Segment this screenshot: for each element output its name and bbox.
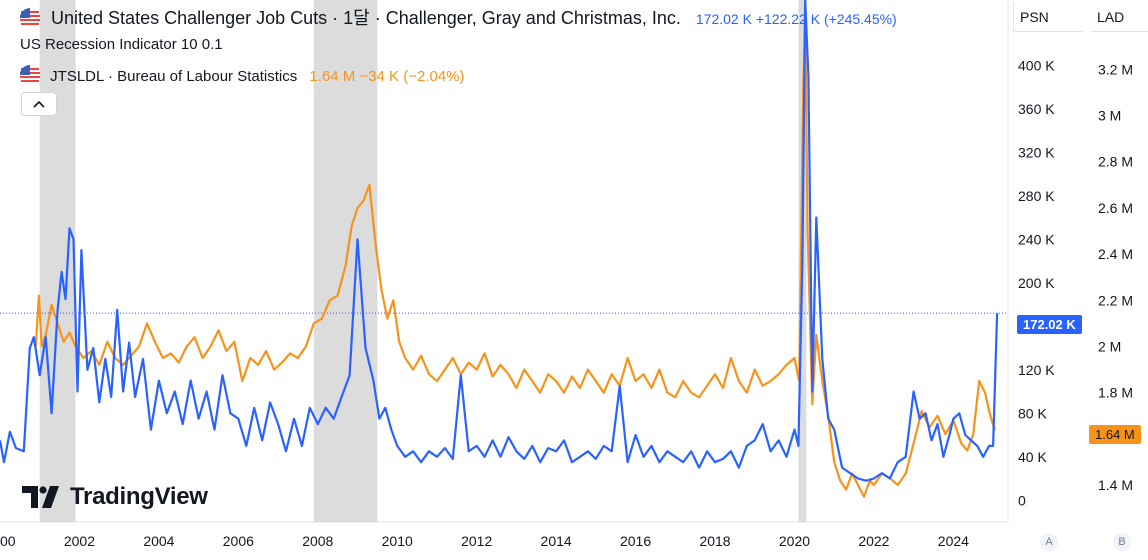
lad-tick-label: 2.6 M xyxy=(1098,200,1133,216)
jolts-layoffs-line xyxy=(34,10,997,498)
scale-a-button[interactable]: A xyxy=(1040,533,1058,551)
legend-jolts-value: 1.64 M xyxy=(309,68,356,85)
legend-challenger-value: 172.02 K xyxy=(695,11,752,27)
legend-recession-title: US Recession Indicator 10 0.1 xyxy=(20,36,223,53)
x-tick-label: 2008 xyxy=(302,533,333,549)
chevron-up-icon xyxy=(33,100,45,108)
x-tick-label: 2016 xyxy=(620,533,651,549)
x-tick-label: 2002 xyxy=(64,533,95,549)
legend-challenger-change: +122.22 K (+245.45%) xyxy=(755,11,897,27)
lad-tick-label: 2.8 M xyxy=(1098,154,1133,170)
challenger-job-cuts-line xyxy=(0,0,999,482)
price-scale-panel xyxy=(1008,0,1148,560)
legend-jolts[interactable]: JTSLDL · Bureau of Labour Statistics 1.6… xyxy=(20,65,465,85)
x-tick-label: 2012 xyxy=(461,533,492,549)
psn-tick-label: 320 K xyxy=(1018,144,1055,160)
psn-tick-label: 40 K xyxy=(1018,449,1047,465)
x-tick-label: 2010 xyxy=(382,533,413,549)
lad-tick-label: 1.8 M xyxy=(1098,385,1133,401)
recession-band-0 xyxy=(39,0,76,522)
lad-tick-label: 2.2 M xyxy=(1098,292,1133,308)
psn-tick-label: 120 K xyxy=(1018,362,1055,378)
psn-tick-label: 400 K xyxy=(1018,57,1055,73)
x-tick-label: 2022 xyxy=(858,533,889,549)
psn-tick-label: 360 K xyxy=(1018,101,1055,117)
tradingview-logo-icon xyxy=(22,486,59,508)
lad-tick-label: 2 M xyxy=(1098,338,1121,354)
x-tick-label: 2014 xyxy=(541,533,572,549)
legend-challenger-title: United States Challenger Job Cuts · 1달 ·… xyxy=(51,8,681,28)
tradingview-logo[interactable]: TradingView xyxy=(22,483,208,511)
lad-tick-label: 1.4 M xyxy=(1098,477,1133,493)
us-flag-icon xyxy=(20,65,40,85)
x-tick-label: 00 xyxy=(0,533,16,549)
lad-tick-label: 3 M xyxy=(1098,107,1121,123)
psn-tick-label: 80 K xyxy=(1018,405,1047,421)
x-tick-label: 2018 xyxy=(699,533,730,549)
us-flag-icon xyxy=(20,8,40,28)
legend-jolts-title: JTSLDL · Bureau of Labour Statistics xyxy=(50,68,298,85)
psn-tick-label: 200 K xyxy=(1018,275,1055,291)
lad-tick-label: 3.2 M xyxy=(1098,61,1133,77)
x-tick-label: 2024 xyxy=(938,533,969,549)
psn-tick-label: 0 xyxy=(1018,492,1026,508)
jolts-last-value-badge: 1.64 M xyxy=(1089,425,1141,444)
lad-tick-label: 2.4 M xyxy=(1098,246,1133,262)
legend-challenger[interactable]: United States Challenger Job Cuts · 1달 ·… xyxy=(20,4,897,30)
psn-tick-label: 240 K xyxy=(1018,231,1055,247)
psn-tick-label: 280 K xyxy=(1018,188,1055,204)
collapse-legend-button[interactable] xyxy=(21,92,57,116)
x-tick-label: 2006 xyxy=(223,533,254,549)
legend-jolts-change: −34 K (−2.04%) xyxy=(359,68,465,85)
legend-recession[interactable]: US Recession Indicator 10 0.1 xyxy=(20,36,223,53)
challenger-last-value-badge: 172.02 K xyxy=(1017,315,1082,334)
lad-scale-label[interactable]: LAD xyxy=(1091,2,1148,32)
psn-scale-label[interactable]: PSN xyxy=(1013,2,1083,32)
x-tick-label: 2004 xyxy=(143,533,174,549)
tradingview-logo-text: TradingView xyxy=(70,483,208,510)
x-tick-label: 2020 xyxy=(779,533,810,549)
scale-b-button[interactable]: B xyxy=(1113,533,1131,551)
